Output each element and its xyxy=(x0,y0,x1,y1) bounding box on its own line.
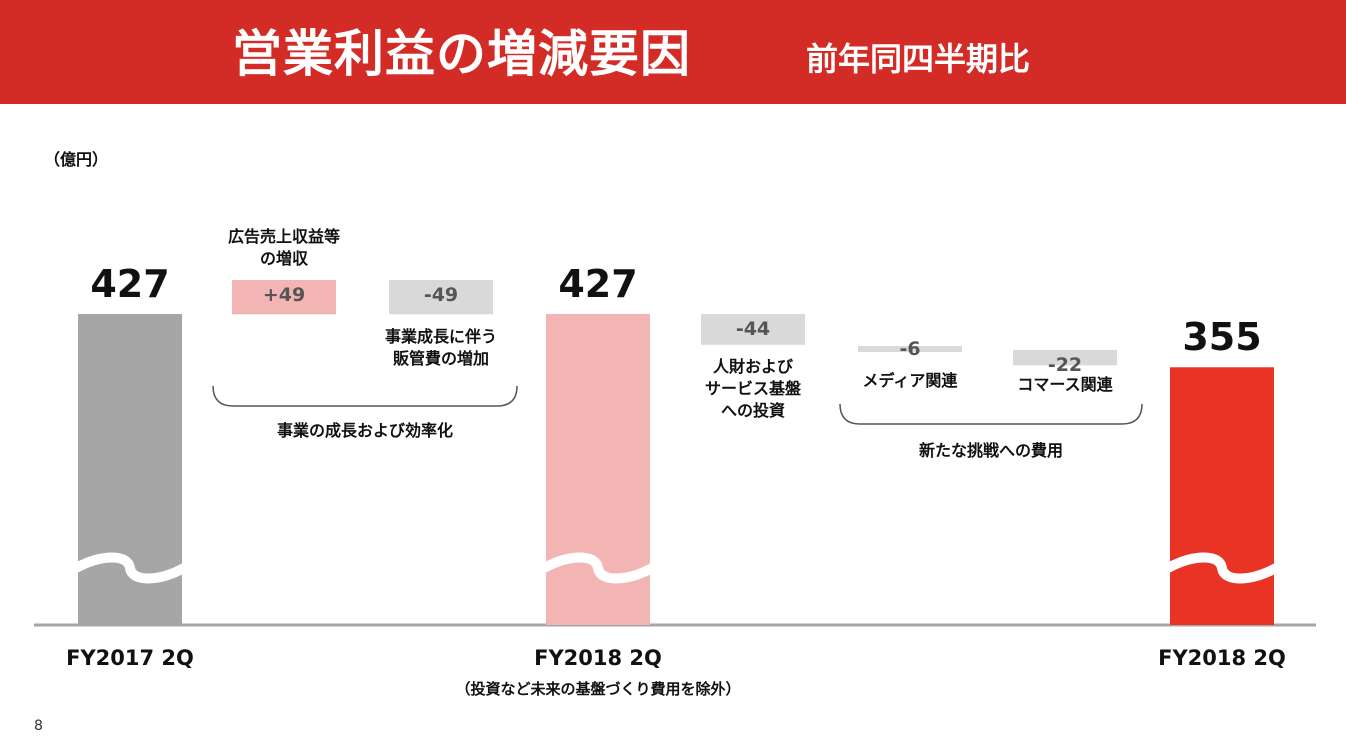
category-note-fy2018_adj: （投資など未来の基盤づくり費用を除外） xyxy=(455,680,741,698)
page-number: 8 xyxy=(34,718,43,734)
step-label-hr-line: 人財および xyxy=(712,357,793,376)
step-bar-sga xyxy=(389,280,493,315)
step-value-sga: -49 xyxy=(423,284,459,306)
unit-label: （億円） xyxy=(44,150,109,169)
value-label-fy2017: 427 xyxy=(90,262,170,306)
axis-break-fy2017 xyxy=(73,552,187,584)
step-label-media-line: メディア関連 xyxy=(862,371,958,390)
title-banner: 営業利益の増減要因 前年同四半期比 xyxy=(0,0,1346,104)
step-label-ad-line: 広告売上収益等 xyxy=(227,227,340,246)
step-value-commerce: -22 xyxy=(1047,354,1083,376)
step-bar-media xyxy=(858,346,962,352)
step-label-hr-line: への投資 xyxy=(720,401,785,420)
category-label-fy2018: FY2018 2Q xyxy=(1158,646,1286,670)
step-label-hr-line: サービス基盤 xyxy=(704,379,801,398)
axis-break-fy2018_adj xyxy=(541,552,655,584)
step-value-hr: -44 xyxy=(735,318,771,340)
step-bar-hr xyxy=(701,314,805,345)
group-bracket-new xyxy=(839,403,1143,425)
axis-break-fy2018 xyxy=(1165,552,1279,584)
group-label-new: 新たな挑戦への費用 xyxy=(918,441,1063,460)
group-bracket-growth xyxy=(212,385,518,407)
total-bar-fy2018 xyxy=(1170,367,1274,625)
value-label-fy2018_adj: 427 xyxy=(558,262,638,306)
step-label-sga-line: 販管費の増加 xyxy=(392,349,489,368)
slide-title: 営業利益の増減要因 xyxy=(232,25,691,83)
category-label-fy2018_adj: FY2018 2Q xyxy=(534,646,662,670)
step-value-media: -6 xyxy=(899,338,921,360)
category-label-fy2017: FY2017 2Q xyxy=(66,646,194,670)
step-label-sga-line: 事業成長に伴う xyxy=(384,327,497,346)
step-label-commerce-line: コマース関連 xyxy=(1017,375,1113,394)
slide-subtitle: 前年同四半期比 xyxy=(806,40,1031,78)
step-bar-ad xyxy=(232,280,336,315)
step-bar-commerce xyxy=(1013,350,1117,366)
value-label-fy2018: 355 xyxy=(1182,315,1262,360)
group-label-growth: 事業の成長および効率化 xyxy=(276,421,453,440)
step-label-ad-line: の増収 xyxy=(259,249,308,268)
step-value-ad: +49 xyxy=(262,284,306,306)
